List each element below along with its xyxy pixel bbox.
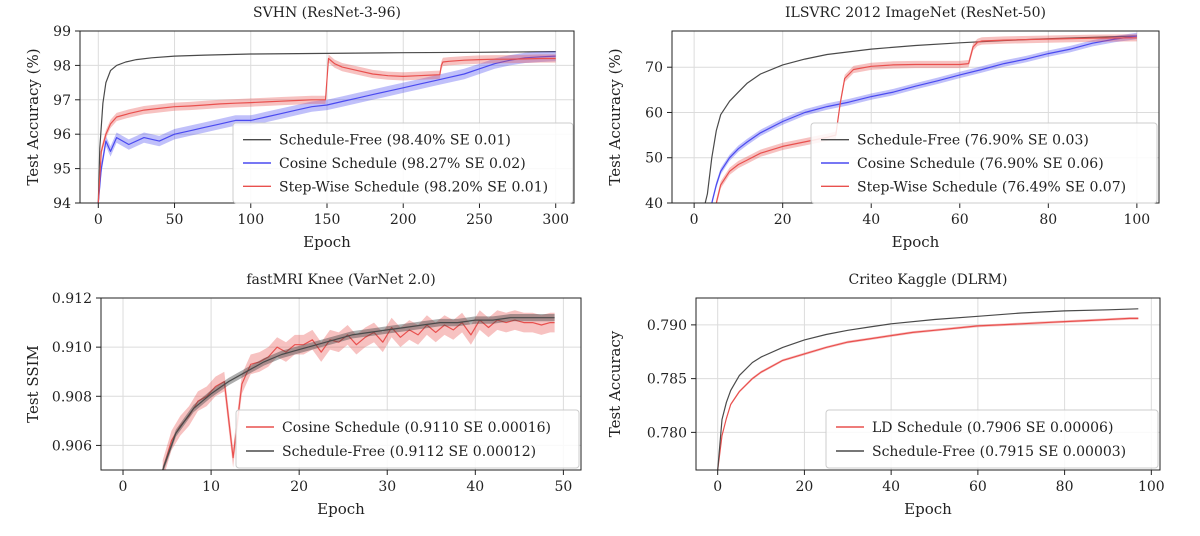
chart-title: fastMRI Knee (VarNet 2.0) — [246, 272, 435, 288]
y-tick-label: 60 — [645, 105, 663, 121]
y-tick-label: 0.790 — [647, 318, 687, 334]
x-tick-label: 200 — [390, 212, 417, 228]
x-tick-label: 40 — [466, 479, 484, 495]
x-tick-label: 150 — [314, 212, 341, 228]
legend-label-1: Schedule-Free (76.90% SE 0.03) — [857, 133, 1089, 149]
legend-box — [235, 409, 580, 469]
y-axis-label: Test Accuracy — [606, 330, 624, 437]
series-line-1 — [717, 317, 1139, 470]
series-band-2 — [98, 51, 556, 203]
chart-panel-3: 0 10 20 30 40 50 0.906 0.908 0.910 0.912 Epoch Test… — [24, 272, 582, 518]
y-axis-label: Test Accuracy (%) — [24, 48, 42, 185]
legend-label-3: Step-Wise Schedule (98.20% SE 0.01) — [279, 179, 548, 195]
series-band-3 — [716, 34, 1137, 203]
legend-label-1: Cosine Schedule (0.9110 SE 0.00016) — [282, 420, 551, 436]
y-tick-label: 70 — [645, 60, 663, 76]
y-tick-label: 0.780 — [647, 425, 687, 441]
series-line-3 — [97, 57, 556, 203]
series-line-2 — [711, 35, 1137, 203]
x-tick-label: 40 — [862, 212, 880, 228]
y-tick-label: 0.785 — [647, 372, 687, 388]
x-tick-label: 300 — [542, 212, 569, 228]
y-tick-label: 99 — [53, 24, 71, 40]
y-tick-label: 98 — [53, 58, 71, 74]
plot-area — [97, 51, 556, 203]
series-line-1 — [97, 51, 556, 203]
axes-frame — [695, 297, 1161, 471]
y-tick-label: 0.908 — [52, 389, 92, 405]
x-tick-label: 60 — [951, 212, 969, 228]
legend: Schedule-Free (76.90% SE 0.03) Cosine Sch… — [810, 122, 1158, 204]
axes-frame — [100, 297, 582, 471]
x-axis-label: Epoch — [904, 500, 952, 518]
y-axis-label: Test Accuracy (%) — [606, 48, 624, 185]
legend: LD Schedule (0.7906 SE 0.00006) Schedule-… — [825, 409, 1159, 469]
x-tick-label: 60 — [969, 479, 987, 495]
legend-label-2: Cosine Schedule (76.90% SE 0.06) — [857, 156, 1104, 172]
x-tick-label: 10 — [202, 479, 220, 495]
x-tick-label: 50 — [166, 212, 184, 228]
x-tick-label: 100 — [1123, 212, 1150, 228]
plot-area — [162, 310, 555, 470]
chart-panel-1: 0 50 100 150 200 250 300 94 95 96 97 98 99 Epoch Test … — [24, 5, 575, 251]
x-tick-label: 80 — [1039, 212, 1057, 228]
y-tick-label: 95 — [53, 162, 71, 178]
chart-title: SVHN (ResNet-3-96) — [253, 5, 401, 21]
legend-box — [810, 122, 1158, 204]
series-line-2 — [97, 55, 556, 203]
legend-label-1: Schedule-Free (98.40% SE 0.01) — [279, 133, 511, 149]
x-tick-label: 0 — [119, 479, 128, 495]
y-tick-label: 0.906 — [52, 438, 92, 454]
legend-label-1: LD Schedule (0.7906 SE 0.00006) — [872, 420, 1113, 436]
legend: Cosine Schedule (0.9110 SE 0.00016) Sched… — [235, 409, 580, 469]
y-tick-label: 0.912 — [52, 291, 92, 307]
legend-box — [825, 409, 1159, 469]
y-tick-label: 50 — [645, 151, 663, 167]
series-line-1 — [162, 319, 555, 470]
x-tick-label: 100 — [237, 212, 264, 228]
chart-panel-2: 0 20 40 60 80 100 40 50 60 70 Epoch Test Accuracy (… — [606, 5, 1160, 251]
y-tick-label: 96 — [53, 127, 71, 143]
x-tick-label: 50 — [554, 479, 572, 495]
x-tick-label: 0 — [690, 212, 699, 228]
x-tick-label: 20 — [795, 479, 813, 495]
x-axis-label: Epoch — [317, 500, 365, 518]
x-tick-label: 30 — [378, 479, 396, 495]
y-tick-label: 97 — [53, 93, 71, 109]
y-axis-label: Test SSIM — [24, 345, 42, 423]
y-tick-label: 0.910 — [52, 340, 92, 356]
legend-label-2: Cosine Schedule (98.27% SE 0.02) — [279, 156, 526, 172]
chart-title: ILSVRC 2012 ImageNet (ResNet-50) — [785, 5, 1046, 21]
legend-label-3: Step-Wise Schedule (76.49% SE 0.07) — [857, 179, 1126, 195]
series-band-2 — [711, 32, 1137, 203]
x-tick-label: 20 — [290, 479, 308, 495]
x-tick-label: 40 — [882, 479, 900, 495]
x-tick-label: 250 — [466, 212, 493, 228]
legend-label-2: Schedule-Free (0.9112 SE 0.00012) — [282, 444, 536, 460]
x-tick-label: 20 — [774, 212, 792, 228]
x-axis-label: Epoch — [892, 233, 940, 251]
legend-label-2: Schedule-Free (0.7915 SE 0.00003) — [872, 444, 1126, 460]
x-tick-label: 0 — [713, 479, 722, 495]
legend: Schedule-Free (98.40% SE 0.01) Cosine Sch… — [232, 122, 574, 204]
legend-box — [232, 122, 574, 204]
x-axis-label: Epoch — [303, 233, 351, 251]
x-tick-label: 100 — [1138, 479, 1165, 495]
chart-title: Criteo Kaggle (DLRM) — [849, 272, 1008, 288]
y-tick-label: 40 — [645, 196, 663, 212]
series-line-2 — [162, 317, 555, 470]
chart-panel-4: 0 20 40 60 80 100 0.780 0.785 0.790 Epoch Test Acc… — [606, 272, 1165, 518]
x-tick-label: 80 — [1056, 479, 1074, 495]
y-tick-label: 94 — [53, 196, 71, 212]
plot-area — [704, 32, 1137, 203]
x-tick-label: 0 — [94, 212, 103, 228]
plot-area — [717, 308, 1139, 470]
series-line-3 — [715, 37, 1137, 203]
series-line-2 — [717, 308, 1139, 470]
